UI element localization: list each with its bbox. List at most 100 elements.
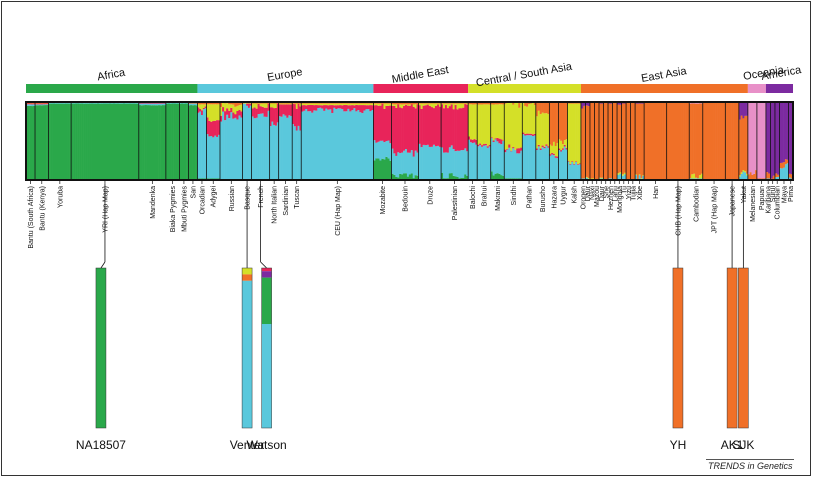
bar-segment [337,103,340,106]
bar-segment [533,105,537,134]
bar-segment [660,102,663,180]
bar-segment [301,105,304,112]
bar-segment [638,103,641,175]
bar-segment [617,102,620,105]
bar-segment [740,173,743,180]
bar-segment [414,102,417,105]
bar-segment [466,103,469,105]
bar-segment [261,113,264,180]
bar-segment [556,158,559,180]
bar-segment [351,102,354,104]
bar-segment [309,103,312,105]
bar-segment [432,144,436,180]
bar-segment [345,103,348,106]
bar-segment [443,108,446,153]
bar-segment [406,104,410,106]
bar-segment [444,105,448,153]
bar-segment [288,103,291,105]
bar-segment [35,104,38,106]
bar-segment [706,102,710,180]
bar-segment [75,103,78,180]
bar-segment [403,150,406,174]
bar-segment [341,105,344,110]
bar-segment [644,102,647,180]
bar-segment [698,175,702,179]
bar-segment [579,163,582,165]
population-label: Surui [770,186,777,203]
bar-segment [222,107,225,112]
bar-segment [144,103,147,105]
bar-segment [744,170,747,173]
bar-segment [406,152,410,177]
bar-segment [363,102,366,104]
bar-segment [33,102,36,104]
bar-segment [765,102,769,173]
bar-segment [446,103,450,109]
bar-segment [781,162,784,169]
bar-segment [371,105,374,111]
bar-segment [130,103,134,180]
bar-segment [490,171,493,180]
bar-segment [579,102,582,104]
bar-segment [140,105,143,180]
bar-segment [383,102,386,104]
bar-segment [349,111,352,180]
bar-segment [573,163,576,165]
bar-segment [327,105,330,110]
bar-segment [214,102,217,105]
bar-segment [126,103,130,180]
bar-segment [383,108,386,143]
population-label: Cambodian [694,186,701,222]
bar-segment [558,139,561,149]
bar-segment [450,104,453,146]
bar-segment [547,147,550,180]
bar-segment [395,104,398,108]
bar-segment [753,102,756,174]
bar-segment [98,103,102,180]
bar-segment [319,102,322,104]
bar-segment [142,102,145,104]
bar-segment [448,103,452,107]
bar-segment [426,104,430,145]
bar-segment [257,114,260,180]
bar-segment [156,103,159,106]
bar-segment [539,102,542,115]
bar-segment [294,126,297,180]
individual-connector [260,261,267,269]
bar-segment [535,150,539,180]
bar-segment [118,102,122,104]
bar-segment [450,103,453,105]
bar-segment [261,106,264,114]
bar-segment [273,108,276,125]
population-label: Oroqen [581,186,588,209]
bar-segment [506,102,509,150]
bar-segment [484,145,488,180]
bar-segment [210,121,213,137]
bar-segment [436,103,440,105]
bar-segment [96,102,100,104]
bar-segment [40,105,44,180]
bar-segment [146,103,149,106]
bar-segment [347,102,350,104]
bar-segment [393,105,396,154]
bar-segment [539,150,542,180]
bar-segment [475,139,478,145]
bar-segment [280,102,283,104]
bar-segment [290,116,293,180]
bar-segment [295,130,298,180]
bar-segment [160,103,163,106]
population-label: Orcadian [199,186,206,215]
bar-segment [38,102,42,104]
bar-segment [367,102,370,104]
bar-segment [481,146,484,180]
population-label: Maya [781,186,788,203]
bar-segment [518,148,521,154]
bar-segment [387,140,390,159]
bar-segment [297,102,300,104]
bar-segment [565,148,568,150]
bar-segment [220,107,223,116]
bar-segment [275,102,278,104]
bar-segment [199,108,202,112]
bar-segment [468,139,471,180]
bar-segment [317,105,320,108]
